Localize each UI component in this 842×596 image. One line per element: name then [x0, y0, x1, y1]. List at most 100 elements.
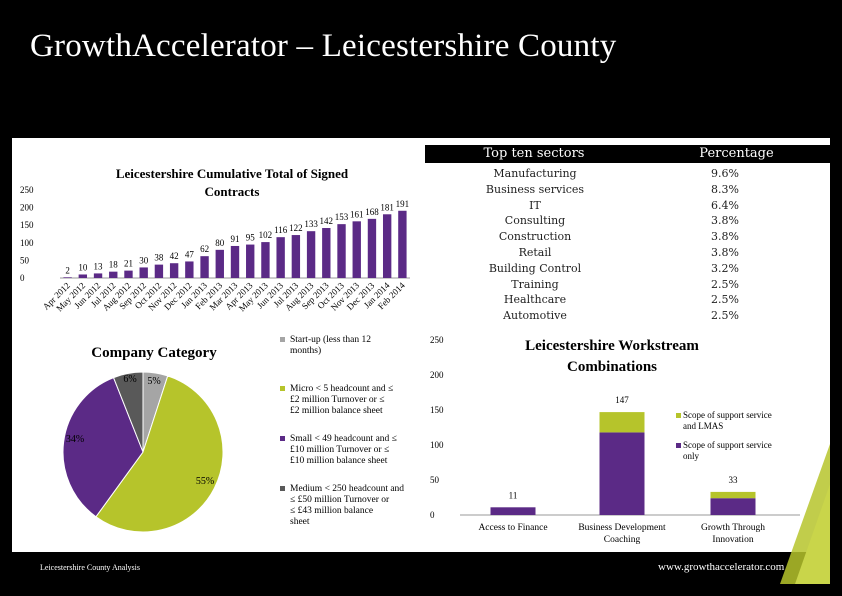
legend-swatch — [676, 413, 681, 418]
legend-label: Start-up (less than 12 — [290, 334, 371, 345]
bar — [352, 221, 361, 278]
percentage-row: 2.5% — [711, 309, 739, 323]
percentage-row: 2.5% — [711, 293, 739, 307]
percentage-row: 8.3% — [711, 182, 739, 196]
data-label: 116 — [274, 225, 288, 235]
legend-label: £10 million Turnover or ≤ — [290, 445, 389, 455]
legend-label: Small < 49 headcount and ≤ — [290, 434, 397, 444]
bar — [261, 242, 270, 278]
y-tick-label: 200 — [20, 203, 34, 213]
percentage-row: 6.4% — [711, 198, 739, 212]
bar — [154, 264, 164, 278]
percentage-row: 2.5% — [711, 277, 739, 291]
bar — [63, 277, 72, 278]
pie-pct-label: 6% — [123, 374, 136, 385]
percentage-list: 9.6% 8.3% 6.4% 3.8% 3.8% 3.8% 3.2% 2.5% 2.5% 2.5% — [690, 166, 760, 324]
total-label: 147 — [615, 395, 629, 405]
company-category-chart: Company Category 5% 55% 34% 6% Start-up (less… — [62, 334, 404, 533]
chart-title-line-2: Contracts — [205, 184, 260, 199]
sector-row: IT — [529, 198, 541, 212]
footer-band — [12, 552, 830, 584]
legend-label: Medium < 250 headcount and — [290, 484, 404, 494]
sector-row: Automotive — [503, 309, 567, 323]
sector-row: Construction — [498, 230, 572, 244]
sector-row: Healthcare — [503, 293, 567, 307]
y-tick-label: 200 — [430, 370, 444, 380]
data-label: 102 — [259, 230, 273, 240]
data-label: 161 — [350, 209, 364, 219]
legend-swatch — [280, 386, 285, 391]
y-tick-label: 50 — [430, 475, 440, 485]
data-label: 95 — [246, 233, 256, 243]
legend-swatch — [676, 443, 681, 448]
data-label: 181 — [380, 202, 394, 212]
data-label: 38 — [154, 253, 164, 263]
data-label: 91 — [231, 234, 240, 244]
bar — [276, 237, 285, 278]
footer-left-text: Leicestershire County Analysis — [40, 563, 140, 572]
pie-title: Company Category — [91, 345, 217, 361]
bar — [169, 263, 179, 278]
bar — [306, 231, 316, 278]
stacked-bar-segment — [490, 507, 536, 515]
sector-row: Consulting — [504, 214, 566, 228]
percentage-row: 9.6% — [711, 167, 739, 180]
bar — [109, 271, 118, 278]
percentage-row: 3.2% — [711, 261, 739, 275]
y-tick-label: 50 — [20, 255, 30, 265]
bar — [322, 228, 331, 278]
pie-slice — [62, 376, 144, 518]
y-tick-label: 250 — [20, 185, 34, 195]
y-tick-label: 150 — [20, 220, 34, 230]
sector-row: Training — [511, 277, 559, 291]
x-tick-label: Coaching — [604, 535, 641, 545]
data-label: 13 — [94, 261, 104, 271]
data-label: 21 — [124, 259, 133, 269]
x-tick-label: Business Development — [578, 523, 666, 533]
sector-row: Retail — [518, 245, 552, 259]
data-label: 2 — [65, 265, 70, 275]
percentage-row: 3.8% — [711, 214, 739, 228]
data-label: 191 — [396, 199, 410, 209]
data-label: 133 — [304, 219, 318, 229]
workstream-combinations-chart: Leicestershire Workstream Combinations 0 50… — [430, 335, 800, 545]
pie-pct-label: 55% — [196, 476, 214, 487]
title-bar — [12, 14, 830, 138]
y-tick-label: 100 — [20, 238, 34, 248]
workstream-title-line-1: Leicestershire Workstream — [525, 338, 699, 354]
data-label: 153 — [335, 212, 349, 222]
slide-title: GrowthAccelerator – Leicestershire Count… — [30, 28, 617, 64]
data-label: 18 — [109, 260, 119, 270]
legend-label: £2 million Turnover or ≤ — [290, 395, 384, 405]
percentage-row: 3.8% — [711, 245, 739, 259]
percentage-row: 3.8% — [711, 230, 739, 244]
data-label: 80 — [215, 238, 225, 248]
y-tick-label: 100 — [430, 440, 444, 450]
legend-label: ≤ £43 million balance — [290, 506, 373, 516]
legend-swatch — [280, 436, 285, 441]
data-label: 168 — [365, 207, 379, 217]
data-label: 47 — [185, 249, 195, 259]
bar — [200, 256, 209, 278]
bar — [215, 249, 224, 278]
sector-row: Business services — [485, 182, 585, 196]
legend-label: Scope of support service — [683, 410, 772, 420]
bar — [367, 218, 377, 278]
corner-decoration — [780, 444, 830, 584]
bar — [230, 245, 240, 278]
bar — [185, 261, 194, 278]
data-label: 30 — [139, 255, 149, 265]
sector-row: Building Control — [488, 261, 582, 275]
sector-row: Manufacturing — [493, 167, 577, 180]
y-tick-label: 0 — [20, 273, 25, 283]
stacked-bar-segment — [599, 432, 645, 515]
workstream-title-line-2: Combinations — [567, 359, 657, 375]
x-tick-label: Growth Through — [701, 523, 765, 533]
legend-label: sheet — [290, 517, 310, 527]
percentage-header: Percentage — [643, 145, 830, 163]
pie-slice — [112, 371, 144, 453]
total-label: 11 — [509, 490, 518, 500]
bar — [78, 274, 88, 278]
pie-slice — [95, 375, 224, 533]
